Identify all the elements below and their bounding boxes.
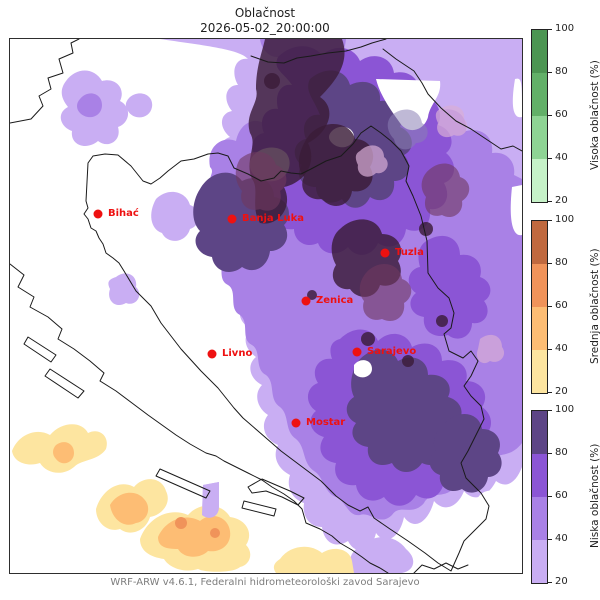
colorbar-niska: Niska oblačnost (%) 100 80 60 40 20 bbox=[531, 404, 600, 587]
colorbar-tick-mark bbox=[548, 72, 552, 73]
colorbar-tick-label: 40 bbox=[555, 343, 568, 354]
colorbar-tick-mark bbox=[548, 539, 552, 540]
border-northeast bbox=[382, 48, 522, 152]
coast-southeast bbox=[413, 562, 469, 573]
colorbar-segment bbox=[532, 454, 547, 497]
colorbar-tick-label: 60 bbox=[555, 490, 568, 501]
map-canvas bbox=[9, 38, 523, 574]
page-title: Oblačnost bbox=[234, 6, 296, 20]
colorbar-tick-label: 20 bbox=[555, 195, 568, 206]
cloud-field-medium bbox=[12, 424, 354, 573]
colorbar-niska-bar bbox=[531, 410, 548, 584]
colorbar-segment bbox=[532, 264, 547, 307]
colorbar-tick-mark bbox=[548, 201, 552, 202]
colorbar-tick-label: 40 bbox=[555, 152, 568, 163]
map-svg bbox=[10, 39, 522, 573]
colorbar-tick-mark bbox=[548, 306, 552, 307]
colorbar-segment bbox=[532, 497, 547, 540]
colorbar-tick-label: 40 bbox=[555, 533, 568, 544]
colorbar-segment bbox=[532, 159, 547, 202]
colorbar-segment bbox=[532, 30, 547, 73]
colorbar-tick-mark bbox=[548, 349, 552, 350]
colorbar-tick-label: 80 bbox=[555, 447, 568, 458]
island-1 bbox=[23, 336, 57, 363]
colorbar-tick-label: 60 bbox=[555, 109, 568, 120]
colorbar-tick-mark bbox=[548, 410, 552, 411]
colorbar-tick-mark bbox=[548, 29, 552, 30]
border-north bbox=[250, 39, 387, 64]
colorbar-tick-mark bbox=[548, 220, 552, 221]
colorbar-segment bbox=[532, 540, 547, 583]
colorbar-tick-label: 20 bbox=[555, 386, 568, 397]
colorbar-srednja: Srednja oblačnost (%) 100 80 60 40 20 bbox=[531, 214, 600, 397]
country-borders bbox=[10, 39, 522, 573]
island-3 bbox=[155, 468, 211, 499]
cloud-strip-over-orange bbox=[202, 482, 219, 518]
colorbar-visoka: Visoka oblačnost (%) 100 80 60 40 20 bbox=[531, 23, 600, 206]
colorbar-segment bbox=[532, 221, 547, 264]
colorbar-visoka-bar bbox=[531, 29, 548, 203]
colorbar-tick-label: 20 bbox=[555, 576, 568, 587]
island-2 bbox=[44, 368, 85, 399]
colorbar-segment bbox=[532, 307, 547, 350]
colorbar-segment bbox=[532, 411, 547, 454]
colorbar-tick-mark bbox=[548, 115, 552, 116]
colorbar-tick-mark bbox=[548, 496, 552, 497]
colorbar-tick-label: 100 bbox=[555, 23, 575, 34]
colorbar-srednja-bar bbox=[531, 220, 548, 394]
border-bosnia bbox=[83, 125, 490, 572]
colorbar-segment bbox=[532, 73, 547, 116]
colorbar-tick-label: 100 bbox=[555, 214, 575, 225]
coastline bbox=[10, 263, 389, 573]
colorbar-segment bbox=[532, 350, 547, 393]
colorbar-tick-mark bbox=[548, 263, 552, 264]
island-4 bbox=[241, 500, 277, 517]
cloud-overlap-shading bbox=[235, 39, 505, 367]
colorbar-tick-mark bbox=[548, 453, 552, 454]
model-caption: WRF-ARW v4.6.1, Federalni hidrometeorolo… bbox=[110, 577, 420, 588]
colorbar-tick-label: 80 bbox=[555, 66, 568, 77]
colorbar-tick-mark bbox=[548, 392, 552, 393]
colorbar-tick-mark bbox=[548, 158, 552, 159]
colorbar-tick-label: 100 bbox=[555, 404, 575, 415]
peninsula bbox=[247, 478, 305, 506]
border-northwest bbox=[10, 39, 80, 124]
page-subtitle-datetime: 2026-05-02_20:00:00 bbox=[200, 21, 330, 35]
colorbar-tick-mark bbox=[548, 582, 552, 583]
colorbar-tick-label: 60 bbox=[555, 300, 568, 311]
colorbar-segment bbox=[532, 116, 547, 159]
colorbar-tick-label: 80 bbox=[555, 257, 568, 268]
